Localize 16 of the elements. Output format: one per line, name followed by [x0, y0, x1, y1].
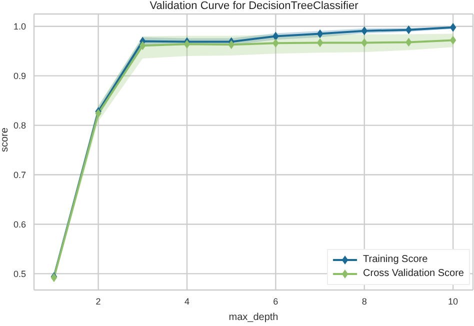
- x-tick-label: 6: [273, 296, 278, 306]
- x-tick-label: 10: [448, 296, 458, 306]
- y-tick-label: 0.8: [13, 120, 26, 130]
- legend-label: Cross Validation Score: [363, 267, 464, 281]
- y-tick-label: 0.6: [13, 219, 26, 230]
- y-tick-label: 0.5: [13, 268, 26, 279]
- legend-label: Training Score: [363, 253, 428, 267]
- x-tick-label: 8: [362, 296, 367, 306]
- x-tick-label: 2: [96, 296, 101, 306]
- y-tick-label: 1.0: [13, 22, 26, 32]
- y-tick-label: 0.7: [13, 170, 26, 180]
- x-axis-title: max_depth: [228, 312, 278, 323]
- x-tick-label: 4: [184, 296, 190, 306]
- chart-title: Validation Curve for DecisionTreeClassifier: [148, 0, 360, 12]
- y-axis-title: score: [0, 127, 11, 152]
- y-tick-label: 0.9: [13, 71, 26, 82]
